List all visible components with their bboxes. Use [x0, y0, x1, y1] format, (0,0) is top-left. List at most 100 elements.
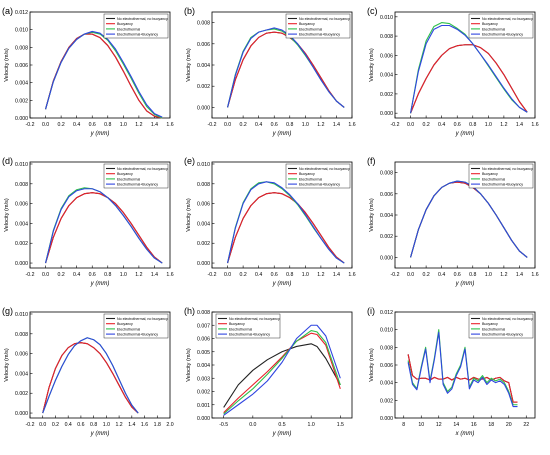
- y-tick-label: 0.000: [15, 411, 28, 417]
- legend: No electrothermal, no buoyancyBuoyancyEl…: [468, 163, 534, 189]
- x-tick-label: 1.0: [120, 272, 127, 278]
- y-tick-label: 0.002: [197, 390, 210, 396]
- y-tick-label: 0.012: [380, 310, 393, 316]
- legend-label: Electrothermal+Buoyancy: [117, 333, 158, 337]
- x-axis-title: y (mm): [272, 131, 292, 137]
- x-tick-label: 1.4: [516, 272, 523, 278]
- x-tick-label: -0.2: [208, 122, 217, 128]
- series-line-1: [45, 33, 163, 119]
- x-tick-label: 1.0: [120, 122, 127, 128]
- y-tick-label: 0.004: [380, 213, 393, 219]
- x-tick-label: -0.2: [26, 422, 35, 428]
- x-tick-label: 0.6: [77, 422, 84, 428]
- series-line-1: [410, 181, 528, 258]
- x-tick-label: 1.0: [302, 272, 309, 278]
- y-tick-label: 0.002: [197, 84, 210, 90]
- x-tick-label: 0.0: [39, 422, 46, 428]
- x-tick-label: 1.2: [135, 122, 142, 128]
- legend-label: Buoyancy: [482, 322, 498, 326]
- y-tick-label: 0.004: [380, 381, 393, 387]
- y-axis-title: Velocity (m/s): [369, 48, 375, 82]
- y-tick-label: 0.010: [197, 162, 210, 168]
- x-tick-label: -0.2: [391, 272, 400, 278]
- legend-label: Electrothermal: [117, 177, 140, 181]
- plot-frame: [394, 11, 536, 119]
- series-line-2: [223, 332, 341, 414]
- legend: No electrothermal, no buoyancyBuoyancyEl…: [215, 313, 281, 339]
- plot-frame: [211, 161, 353, 269]
- panel-label: (e): [184, 156, 195, 166]
- panel-label: (h): [184, 306, 195, 316]
- legend-label: No electrothermal, no buoyancy: [482, 317, 533, 321]
- series-line-4: [227, 181, 345, 264]
- legend: No electrothermal, no buoyancyBuoyancyEl…: [285, 13, 351, 39]
- legend-label: Buoyancy: [117, 322, 133, 326]
- x-tick-label: 1.6: [348, 122, 355, 128]
- x-tick-label: 1.2: [135, 272, 142, 278]
- y-tick-label: 0.002: [15, 391, 28, 397]
- series-line-2: [227, 31, 345, 108]
- legend-label: No electrothermal, no buoyancy: [117, 17, 168, 21]
- legend-label: Buoyancy: [117, 22, 133, 26]
- x-tick-label: 0.0: [224, 122, 231, 128]
- x-tick-label: 0.6: [271, 272, 278, 278]
- y-tick-label: 0.000: [380, 255, 393, 261]
- x-tick-label: 0.8: [104, 122, 111, 128]
- legend-label: Electrothermal+Buoyancy: [482, 33, 523, 37]
- legend: No electrothermal, no buoyancyBuoyancyEl…: [103, 13, 169, 39]
- y-tick-label: 0.006: [15, 202, 28, 208]
- x-tick-label: 0.8: [286, 122, 293, 128]
- y-axis-title: Velocity (m/s): [4, 348, 10, 382]
- x-tick-label: 1.6: [531, 122, 538, 128]
- x-tick-label: 1.8: [154, 422, 161, 428]
- x-tick-label: 2.0: [166, 422, 173, 428]
- legend-label: No electrothermal, no buoyancy: [299, 17, 350, 21]
- x-tick-label: 0.0: [224, 272, 231, 278]
- panel-e: (e) 0.000 0.002 0.004 0.006 0.008 0.010 -0.2 0.0…: [184, 156, 356, 287]
- x-tick-label: 0.0: [407, 122, 414, 128]
- series-line-4: [42, 337, 139, 414]
- series-line-4: [45, 188, 163, 264]
- x-tick-label: 1.0: [308, 422, 315, 428]
- x-tick-label: 18: [488, 422, 494, 428]
- y-tick-label: 0.012: [15, 10, 28, 16]
- y-tick-label: 0.000: [197, 261, 210, 267]
- series-line-4: [410, 24, 528, 114]
- x-tick-label: 0.6: [89, 272, 96, 278]
- x-tick-label: 14: [453, 422, 459, 428]
- x-tick-label: 0.0: [407, 272, 414, 278]
- y-tick-label: 0.008: [197, 21, 210, 27]
- x-tick-label: 0.8: [469, 272, 476, 278]
- x-tick-label: 0.4: [255, 122, 262, 128]
- series-line-3: [45, 31, 163, 119]
- x-tick-label: 0.4: [255, 272, 262, 278]
- x-tick-label: 20: [506, 422, 512, 428]
- y-tick-label: 0.004: [15, 81, 28, 87]
- x-tick-label: -0.5: [219, 422, 228, 428]
- series-line-3: [227, 181, 345, 264]
- x-tick-label: 0.6: [454, 122, 461, 128]
- series-line-3: [227, 28, 345, 108]
- x-tick-label: 1.0: [302, 122, 309, 128]
- y-tick-label: 0.008: [380, 34, 393, 40]
- y-tick-label: 0.002: [197, 241, 210, 247]
- x-axis-title: y (mm): [272, 281, 292, 287]
- legend-label: No electrothermal, no buoyancy: [299, 167, 350, 171]
- y-tick-label: 0.002: [380, 398, 393, 404]
- x-tick-label: 1.4: [516, 122, 523, 128]
- x-tick-label: 0.6: [454, 272, 461, 278]
- x-tick-label: 1.6: [166, 122, 173, 128]
- x-tick-label: 12: [436, 422, 442, 428]
- y-tick-label: 0.000: [197, 105, 210, 111]
- legend-label: Buoyancy: [229, 322, 245, 326]
- x-tick-label: 1.2: [317, 122, 324, 128]
- y-axis-title: Velocity (m/s): [186, 198, 192, 232]
- panel-f: (f) 0.000 0.002 0.004 0.006 0.008 -0.2 0.0 0.2 0.…: [367, 156, 539, 287]
- x-tick-label: 8: [402, 422, 405, 428]
- series-line-2: [45, 192, 163, 264]
- y-tick-label: 0.002: [15, 98, 28, 104]
- series-line-3: [410, 180, 528, 258]
- legend-label: No electrothermal, no buoyancy: [117, 317, 168, 321]
- panel-label: (g): [2, 306, 13, 316]
- series-line-2: [227, 192, 345, 264]
